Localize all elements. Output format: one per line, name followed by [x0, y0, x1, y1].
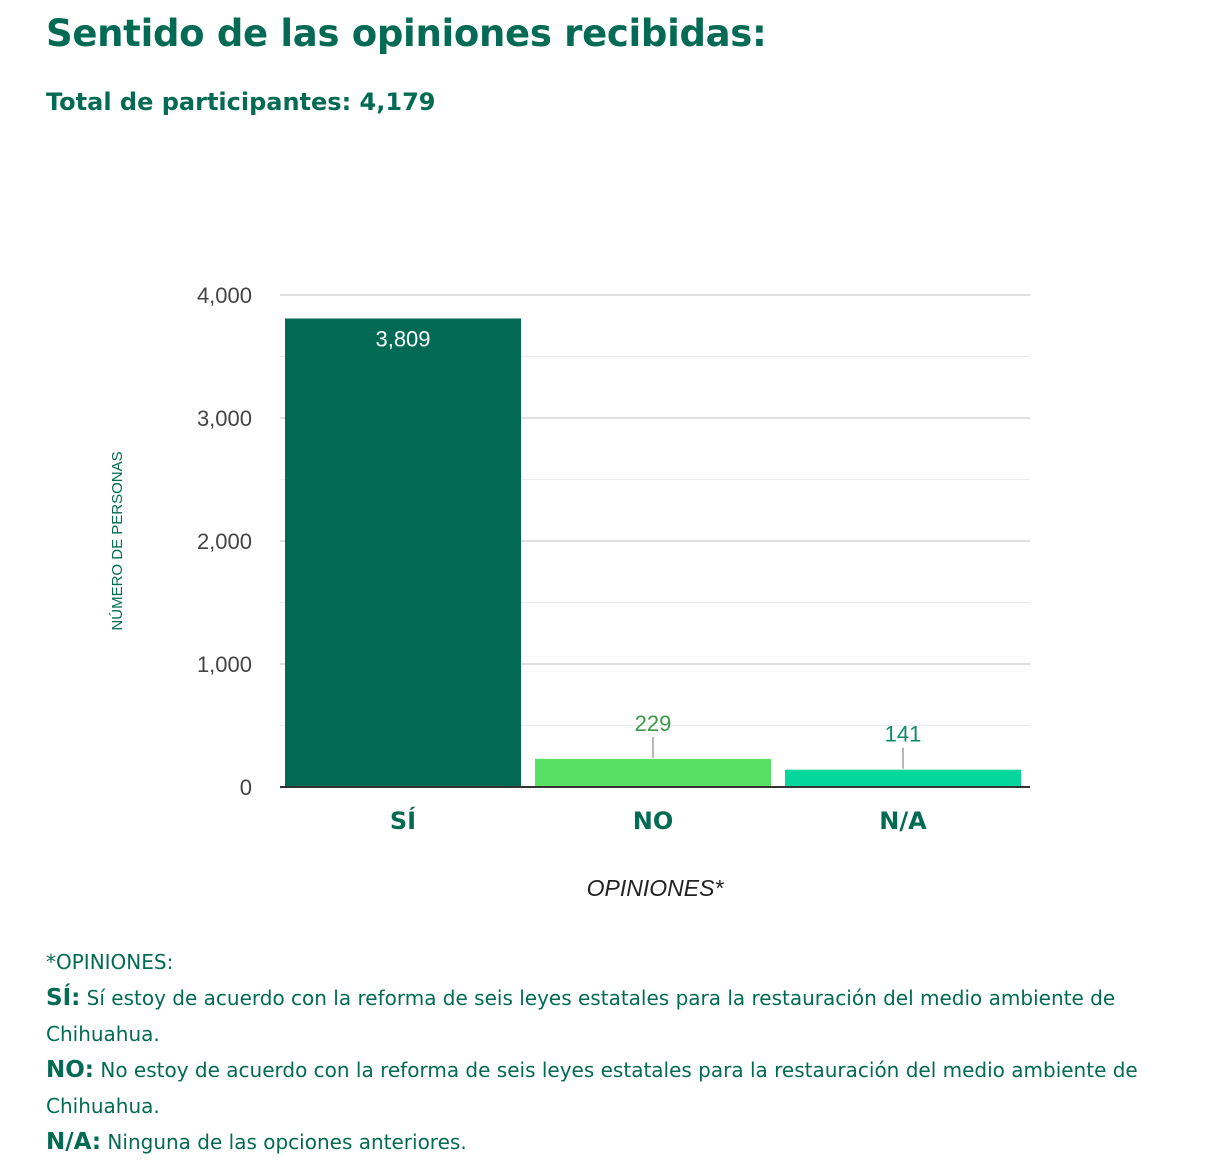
value-label: 3,809	[375, 326, 430, 351]
note-si-key: SÍ:	[46, 985, 81, 1011]
bar-2	[785, 769, 1021, 787]
x-axis-label: OPINIONES*	[587, 875, 725, 901]
value-label: 229	[635, 711, 672, 736]
value-label: 141	[885, 722, 922, 747]
note-na-text: Ninguna de las opciones anteriores.	[101, 1130, 467, 1154]
y-axis-ticks: 0 1,000 2,000 3,000 4,000	[197, 283, 252, 800]
x-axis-ticks: SÍ NO N/A	[390, 806, 927, 835]
opinions-legend: *OPINIONES: SÍ: Sí estoy de acuerdo con …	[46, 944, 1186, 1160]
note-no-text: No estoy de acuerdo con la reforma de se…	[46, 1058, 1138, 1118]
note-na-key: N/A:	[46, 1129, 102, 1155]
page-title: Sentido de las opiniones recibidas:	[46, 12, 767, 55]
y-tick-label: 1,000	[197, 652, 252, 677]
notes-heading: *OPINIONES:	[46, 950, 174, 974]
x-tick-label: NO	[633, 807, 674, 835]
bar-1	[535, 758, 771, 787]
y-tick-label: 3,000	[197, 406, 252, 431]
note-na: N/A: Ninguna de las opciones anteriores.	[46, 1124, 1186, 1160]
note-si: SÍ: Sí estoy de acuerdo con la reforma d…	[46, 980, 1186, 1052]
value-labels: 3,809 229 141	[375, 326, 922, 769]
x-tick-label: SÍ	[390, 806, 416, 835]
y-axis-label: NÚMERO DE PERSONAS	[109, 451, 126, 630]
bar-0	[285, 318, 521, 787]
y-tick-label: 2,000	[197, 529, 252, 554]
participants-total: Total de participantes: 4,179	[46, 88, 436, 116]
y-tick-label: 0	[240, 775, 252, 800]
note-no: NO: No estoy de acuerdo con la reforma d…	[46, 1052, 1186, 1124]
opinions-bar-chart: 0 1,000 2,000 3,000 4,000 3,809 229 141 SÍ NO N/…	[109, 283, 1030, 901]
y-tick-label: 4,000	[197, 283, 252, 308]
x-tick-label: N/A	[879, 807, 927, 835]
bars	[285, 318, 1021, 787]
note-si-text: Sí estoy de acuerdo con la reforma de se…	[46, 986, 1116, 1046]
note-no-key: NO:	[46, 1057, 94, 1083]
